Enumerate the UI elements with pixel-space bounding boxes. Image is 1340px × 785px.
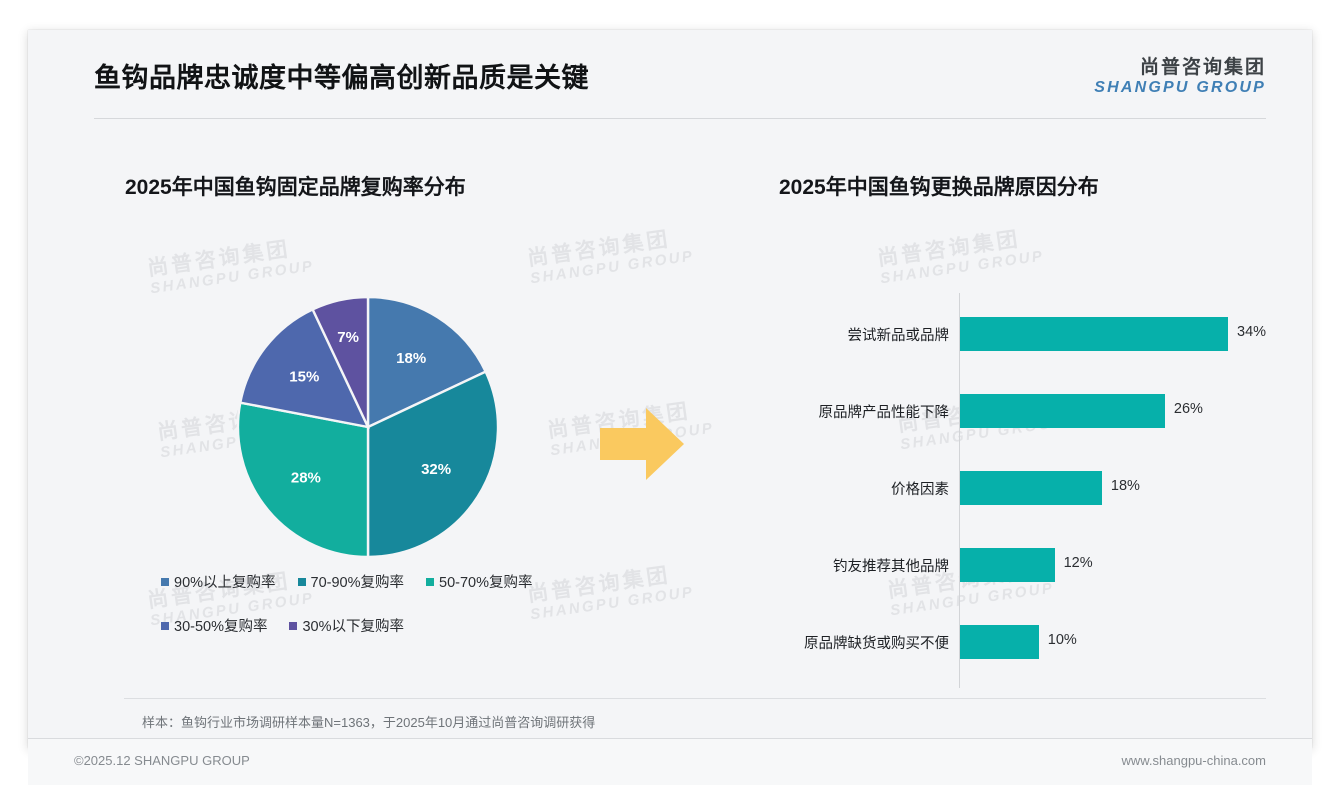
legend-swatch-icon bbox=[161, 621, 169, 630]
bar-rect[interactable] bbox=[960, 548, 1055, 582]
footer-divider bbox=[28, 738, 1312, 739]
watermark: 尚普咨询集团 SHANGPU GROUP bbox=[146, 235, 315, 298]
watermark-cn: 尚普咨询集团 bbox=[525, 227, 672, 271]
bar-row: 钓友推荐其他品牌 12% bbox=[773, 548, 1283, 582]
legend-item-2[interactable]: 50-70%复购率 bbox=[426, 571, 533, 592]
footnote-text: 样本：鱼钩行业市场调研样本量N=1363，于2025年10月通过尚普咨询调研获得 bbox=[142, 715, 596, 730]
legend-item-4[interactable]: 30%以下复购率 bbox=[289, 615, 404, 636]
legend-item-1[interactable]: 70-90%复购率 bbox=[297, 571, 405, 592]
bar-chart-title: 2025年中国鱼钩更换品牌原因分布 bbox=[779, 176, 1099, 199]
page-title: 鱼钩品牌忠诚度中等偏高创新品质是关键 bbox=[94, 63, 589, 93]
bar-value-label: 10% bbox=[1047, 632, 1077, 648]
bar-category-label: 钓友推荐其他品牌 bbox=[833, 559, 949, 575]
legend-swatch-icon bbox=[297, 577, 306, 586]
right-arrow-svg bbox=[600, 408, 684, 480]
pie-slice-label: 18% bbox=[396, 350, 426, 367]
brand-logo: 尚普咨询集团 SHANGPU GROUP bbox=[1094, 58, 1266, 97]
bar-rect[interactable] bbox=[960, 394, 1165, 428]
pie-slice[interactable] bbox=[366, 370, 500, 559]
bar-row: 原品牌缺货或购买不便 10% bbox=[773, 625, 1283, 659]
bar-category-label: 价格因素 bbox=[891, 482, 949, 498]
legend-label: 30-50%复购率 bbox=[174, 619, 268, 635]
legend-item-0[interactable]: 90%以上复购率 bbox=[161, 571, 276, 592]
bar-category-label: 尝试新品或品牌 bbox=[847, 328, 950, 344]
logo-english-text: SHANGPU GROUP bbox=[1094, 78, 1266, 96]
pie-legend: 90%以上复购率 70-90%复购率 50-70%复购率 30-50%复购率 3… bbox=[161, 571, 591, 659]
bar-rect[interactable] bbox=[960, 625, 1039, 659]
bar-value-label: 26% bbox=[1173, 401, 1203, 417]
legend-swatch-icon bbox=[289, 621, 298, 630]
bar-value-label: 18% bbox=[1110, 478, 1140, 494]
pie-slice[interactable] bbox=[238, 307, 371, 429]
bar-value-label: 12% bbox=[1063, 555, 1093, 571]
right-arrow-icon bbox=[596, 406, 688, 482]
header-divider bbox=[94, 118, 1266, 119]
bar-category-label: 原品牌产品性能下降 bbox=[818, 405, 950, 421]
pie-slice-label: 28% bbox=[291, 469, 321, 486]
bar-value-label: 34% bbox=[1237, 324, 1267, 340]
legend-label: 90%以上复购率 bbox=[174, 575, 276, 591]
pie-slice[interactable] bbox=[236, 401, 370, 559]
pie-slice-label: 7% bbox=[337, 329, 359, 346]
bar-chart-axis bbox=[959, 293, 960, 688]
pie-chart-svg: 18% 32% 28% 15% 7% bbox=[236, 295, 500, 559]
pie-chart-title: 2025年中国鱼钩固定品牌复购率分布 bbox=[125, 176, 466, 199]
watermark-en: SHANGPU GROUP bbox=[529, 246, 696, 287]
legend-row: 90%以上复购率 70-90%复购率 50-70%复购率 bbox=[161, 571, 591, 592]
pie-chart: 18% 32% 28% 15% 7% bbox=[233, 292, 503, 562]
legend-item-3[interactable]: 30-50%复购率 bbox=[161, 615, 267, 636]
legend-swatch-icon bbox=[426, 577, 435, 586]
slide-header: 鱼钩品牌忠诚度中等偏高创新品质是关键 尚普咨询集团 SHANGPU GROUP bbox=[28, 30, 1312, 120]
slide-footer: ©2025.12 SHANGPU GROUP www.shangpu-china… bbox=[28, 739, 1312, 785]
watermark-cn: 尚普咨询集团 bbox=[875, 227, 1022, 271]
pie-slice[interactable] bbox=[366, 295, 488, 429]
pie-slice-label: 32% bbox=[421, 461, 451, 478]
watermark-cn: 尚普咨询集团 bbox=[145, 237, 292, 281]
copyright-text: ©2025.12 SHANGPU GROUP bbox=[74, 753, 250, 768]
bar-chart: 尝试新品或品牌 34% 原品牌产品性能下降 26% 价格因素 18% 钓友推荐其他品牌 12%… bbox=[773, 285, 1283, 690]
bar-rect[interactable] bbox=[960, 471, 1102, 505]
watermark-en: SHANGPU GROUP bbox=[879, 246, 1046, 287]
bar-row: 价格因素 18% bbox=[773, 471, 1283, 505]
bar-row: 原品牌产品性能下降 26% bbox=[773, 394, 1283, 428]
pie-slice-labels: 18% 32% 28% 15% 7% bbox=[289, 329, 451, 486]
pie-slice[interactable] bbox=[311, 295, 370, 428]
watermark: 尚普咨询集团 SHANGPU GROUP bbox=[526, 225, 695, 288]
legend-label: 50-70%复购率 bbox=[439, 575, 533, 591]
watermark: 尚普咨询集团 SHANGPU GROUP bbox=[876, 225, 1045, 288]
slide-canvas: 鱼钩品牌忠诚度中等偏高创新品质是关键 尚普咨询集团 SHANGPU GROUP … bbox=[28, 30, 1312, 785]
pie-slice-label: 15% bbox=[289, 369, 319, 386]
legend-row: 30-50%复购率 30%以下复购率 bbox=[161, 615, 591, 636]
bar-row: 尝试新品或品牌 34% bbox=[773, 317, 1283, 351]
bar-category-label: 原品牌缺货或购买不便 bbox=[804, 636, 949, 652]
legend-swatch-icon bbox=[161, 577, 169, 586]
legend-label: 70-90%复购率 bbox=[310, 575, 405, 591]
legend-label: 30%以下复购率 bbox=[302, 619, 405, 635]
bar-rect[interactable] bbox=[960, 317, 1228, 351]
footnote-divider bbox=[124, 698, 1266, 699]
logo-chinese-text: 尚普咨询集团 bbox=[1139, 57, 1266, 78]
website-link[interactable]: www.shangpu-china.com bbox=[1121, 753, 1266, 768]
pie-slices bbox=[236, 295, 500, 559]
